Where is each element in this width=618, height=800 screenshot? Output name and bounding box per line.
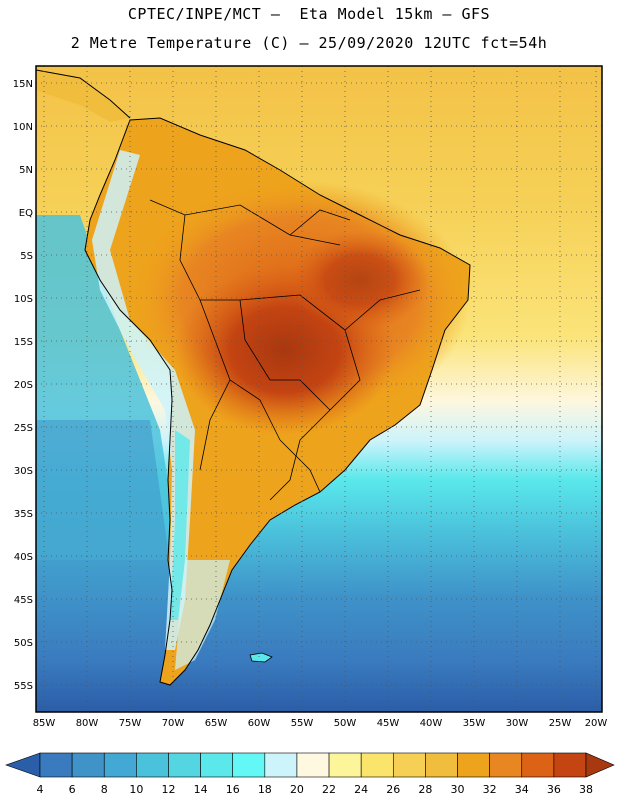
andes-south-cold xyxy=(170,430,190,620)
colorbar-label: 4 xyxy=(37,783,44,796)
lon-label: 30W xyxy=(506,718,529,729)
colorbar-label: 32 xyxy=(483,783,497,796)
latitude-labels: 15N 10N 5N EQ 5S 10S 15S 20S 25S 30S 35S… xyxy=(13,79,33,692)
coastline xyxy=(84,117,471,686)
colorbar-label: 18 xyxy=(258,783,272,796)
colorbar: 4 6 8 10 12 14 16 18 20 22 24 26 28 30 32 34 36 38 xyxy=(5,752,615,796)
map-field xyxy=(36,66,602,712)
lat-label: 35S xyxy=(14,509,33,520)
lat-label: 45S xyxy=(14,595,33,606)
lon-label: 60W xyxy=(248,718,271,729)
colorbar-swatch xyxy=(232,752,266,778)
lat-label: 5N xyxy=(19,165,33,176)
lat-label: 50S xyxy=(14,638,33,649)
colorbar-swatch xyxy=(136,752,169,778)
pacific-colder-water xyxy=(36,420,175,600)
colorbar-swatch xyxy=(425,752,458,778)
lat-label: 5S xyxy=(20,251,33,262)
colorbar-swatch xyxy=(71,752,105,778)
colorbar-label: 38 xyxy=(579,783,593,796)
lat-label: 10S xyxy=(14,294,33,305)
longitude-labels: 85W 80W 75W 70W 65W 60W 55W 50W 45W 40W … xyxy=(33,718,608,729)
colorbar-label: 34 xyxy=(515,783,529,796)
lat-label: 20S xyxy=(14,380,33,391)
lon-label: 85W xyxy=(33,718,56,729)
central-america xyxy=(36,70,130,122)
colorbar-swatch xyxy=(168,752,201,778)
lon-label: 65W xyxy=(205,718,228,729)
colorbar-swatch xyxy=(103,752,137,778)
lat-label: EQ xyxy=(19,208,33,219)
lon-label: 70W xyxy=(162,718,185,729)
colorbar-swatch xyxy=(521,752,555,778)
colorbar-label: 14 xyxy=(194,783,208,796)
lon-label: 35W xyxy=(463,718,486,729)
colorbar-label: 30 xyxy=(451,783,465,796)
colorbar-label: 24 xyxy=(354,783,368,796)
colorbar-swatch xyxy=(489,752,523,778)
lon-label: 20W xyxy=(585,718,608,729)
lon-label: 25W xyxy=(549,718,572,729)
lon-label: 80W xyxy=(76,718,99,729)
colorbar-swatch xyxy=(360,752,394,778)
lat-label: 15N xyxy=(13,79,33,90)
colorbar-label: 8 xyxy=(101,783,108,796)
colorbar-arrow-low xyxy=(5,752,41,778)
colorbar-label: 36 xyxy=(547,783,561,796)
colorbar-label: 6 xyxy=(69,783,76,796)
colorbar-swatch xyxy=(264,752,298,778)
colorbar-label: 16 xyxy=(226,783,240,796)
lat-label: 25S xyxy=(14,423,33,434)
patagonia xyxy=(175,560,230,670)
central-america-coast xyxy=(36,69,131,119)
lon-label: 75W xyxy=(119,718,142,729)
lat-label: 55S xyxy=(14,681,33,692)
colorbar-label: 26 xyxy=(386,783,400,796)
lat-label: 30S xyxy=(14,466,33,477)
colorbar-swatch xyxy=(328,752,362,778)
colorbar-swatch xyxy=(553,752,587,778)
colorbar-swatch xyxy=(457,752,490,778)
colorbar-swatch xyxy=(296,752,330,778)
falkland-islands xyxy=(249,652,273,663)
colorbar-arrow-high xyxy=(585,752,615,778)
colorbar-swatch xyxy=(200,752,234,778)
lat-label: 15S xyxy=(14,337,33,348)
hot-core-north xyxy=(290,230,430,330)
lat-label: 10N xyxy=(13,122,33,133)
colorbar-label: 10 xyxy=(129,783,143,796)
colorbar-swatch xyxy=(39,752,73,778)
colorbar-label: 20 xyxy=(290,783,304,796)
colorbar-swatch xyxy=(392,752,426,778)
lon-label: 40W xyxy=(420,718,443,729)
country-borders xyxy=(149,199,421,501)
colorbar-label: 12 xyxy=(161,783,175,796)
lon-label: 55W xyxy=(291,718,314,729)
lat-label: 40S xyxy=(14,552,33,563)
chart-title-line-2: 2 Metre Temperature (C) – 25/09/2020 12U… xyxy=(70,34,548,52)
colorbar-label: 22 xyxy=(322,783,336,796)
lon-label: 45W xyxy=(377,718,400,729)
lon-label: 50W xyxy=(334,718,357,729)
map-frame xyxy=(35,65,603,713)
chart-title-line-1: CPTEC/INPE/MCT – Eta Model 15km – GFS xyxy=(127,5,491,23)
colorbar-label: 28 xyxy=(418,783,432,796)
